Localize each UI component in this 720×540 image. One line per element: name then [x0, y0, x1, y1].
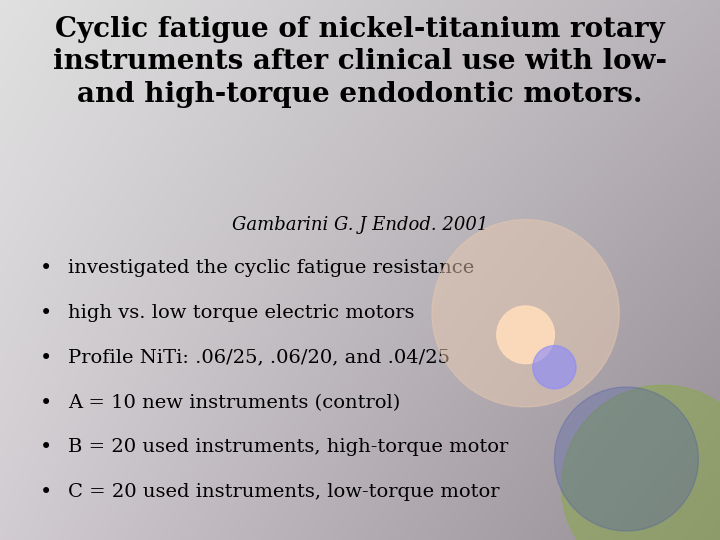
Text: Gambarini G. J Endod. 2001: Gambarini G. J Endod. 2001: [232, 216, 488, 234]
Text: A = 10 new instruments (control): A = 10 new instruments (control): [68, 394, 400, 411]
Text: •: •: [40, 349, 52, 368]
Text: •: •: [40, 394, 52, 413]
Text: •: •: [40, 259, 52, 278]
Text: •: •: [40, 304, 52, 323]
Text: •: •: [40, 438, 52, 457]
Text: •: •: [40, 483, 52, 502]
Text: high vs. low torque electric motors: high vs. low torque electric motors: [68, 304, 415, 322]
Text: investigated the cyclic fatigue resistance: investigated the cyclic fatigue resistan…: [68, 259, 474, 277]
Text: C = 20 used instruments, low-torque motor: C = 20 used instruments, low-torque moto…: [68, 483, 500, 501]
Text: B = 20 used instruments, high-torque motor: B = 20 used instruments, high-torque mot…: [68, 438, 508, 456]
Text: Cyclic fatigue of nickel-titanium rotary
instruments after clinical use with low: Cyclic fatigue of nickel-titanium rotary…: [53, 16, 667, 107]
Text: Profile NiTi: .06/25, .06/20, and .04/25: Profile NiTi: .06/25, .06/20, and .04/25: [68, 349, 451, 367]
